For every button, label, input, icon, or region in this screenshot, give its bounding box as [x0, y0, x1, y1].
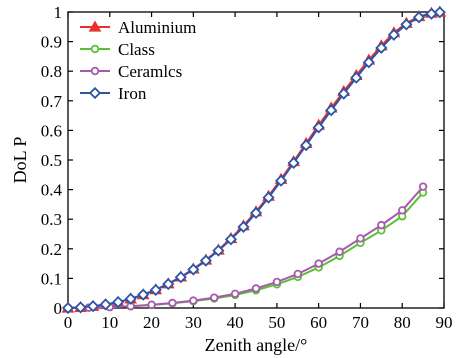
x-tick-label: 50 — [268, 313, 285, 332]
data-point — [251, 284, 261, 293]
data-point — [300, 139, 313, 152]
legend-label: Aluminium — [118, 18, 196, 37]
data-point — [249, 206, 263, 220]
x-tick-label: 40 — [227, 313, 244, 332]
data-point — [112, 296, 125, 309]
data-point — [356, 234, 365, 243]
legend: Aluminium Class Ceramlcs Iron — [80, 18, 196, 103]
legend-swatch-marker — [88, 86, 102, 100]
data-point — [293, 269, 302, 279]
data-point — [168, 298, 177, 308]
legend-label: Ceramlcs — [118, 62, 182, 81]
data-point — [398, 206, 407, 215]
data-point — [189, 296, 198, 305]
data-point — [212, 244, 225, 257]
y-axis: 0 0.1 0.2 0.3 0.4 0.5 0.6 0.7 0.8 0.9 1 — [41, 3, 444, 318]
data-point — [287, 156, 300, 170]
data-point — [74, 301, 87, 314]
y-axis-title: DoL P — [10, 137, 30, 184]
series-class — [63, 188, 428, 313]
data-point — [199, 254, 212, 267]
y-tick-label: 0.2 — [41, 240, 62, 259]
data-point — [362, 56, 375, 69]
data-point — [433, 6, 446, 19]
legend-label: Class — [118, 40, 155, 59]
data-point — [412, 11, 426, 24]
data-point — [174, 271, 187, 284]
data-point — [99, 298, 112, 311]
data-point — [162, 277, 175, 291]
data-point — [400, 18, 413, 31]
legend-label: Iron — [118, 84, 147, 103]
data-point — [377, 220, 386, 230]
y-tick-label: 0.4 — [41, 181, 63, 200]
data-point — [224, 233, 238, 246]
y-tick-label: 0.7 — [41, 92, 63, 111]
x-tick-label: 80 — [394, 313, 411, 332]
data-point — [230, 289, 240, 298]
data-point — [61, 301, 75, 315]
legend-swatch-marker — [90, 44, 100, 54]
x-tick-label: 70 — [352, 313, 369, 332]
data-point — [262, 191, 275, 204]
data-point — [387, 28, 400, 41]
x-tick-label: 90 — [436, 313, 453, 332]
x-tick-label: 10 — [101, 313, 118, 332]
legend-item: Class — [80, 40, 155, 59]
legend-item: Ceramlcs — [80, 62, 182, 81]
y-tick-label: 0.3 — [41, 210, 62, 229]
data-point — [312, 121, 325, 134]
data-point — [314, 259, 323, 268]
data-point — [272, 277, 282, 287]
data-point — [418, 182, 428, 191]
y-tick-label: 0.8 — [41, 62, 62, 81]
y-tick-label: 0.6 — [41, 121, 62, 140]
data-point — [337, 87, 350, 100]
data-point — [325, 104, 338, 117]
legend-item: Iron — [80, 84, 147, 103]
x-axis: 0 10 20 30 40 50 60 70 80 90 — [64, 12, 453, 332]
data-point — [187, 263, 200, 276]
x-axis-title: Zenith angle/° — [205, 335, 308, 355]
legend-swatch-marker — [88, 20, 102, 32]
series-line — [67, 185, 424, 309]
series-ceramlcs — [63, 182, 428, 313]
data-point — [274, 174, 288, 187]
data-point — [124, 292, 137, 305]
data-point — [147, 300, 156, 309]
legend-item: Aluminium — [80, 18, 196, 37]
data-point — [210, 293, 219, 302]
y-tick-label: 0.5 — [41, 151, 62, 170]
data-point — [137, 288, 150, 301]
y-tick-label: 1 — [54, 3, 63, 22]
x-tick-label: 0 — [64, 313, 73, 332]
y-tick-label: 0 — [54, 299, 63, 318]
data-point — [335, 247, 344, 256]
x-tick-label: 60 — [310, 313, 327, 332]
series-iron — [61, 6, 446, 315]
legend-swatch-marker — [90, 66, 100, 76]
x-tick-label: 30 — [185, 313, 202, 332]
data-point — [375, 41, 388, 54]
y-tick-label: 0.1 — [41, 269, 62, 288]
data-point — [86, 300, 100, 313]
y-tick-label: 0.9 — [41, 33, 62, 52]
data-point — [350, 71, 363, 84]
x-tick-label: 20 — [143, 313, 160, 332]
series-layer — [61, 5, 447, 315]
data-point — [237, 220, 250, 233]
data-point — [149, 283, 162, 297]
